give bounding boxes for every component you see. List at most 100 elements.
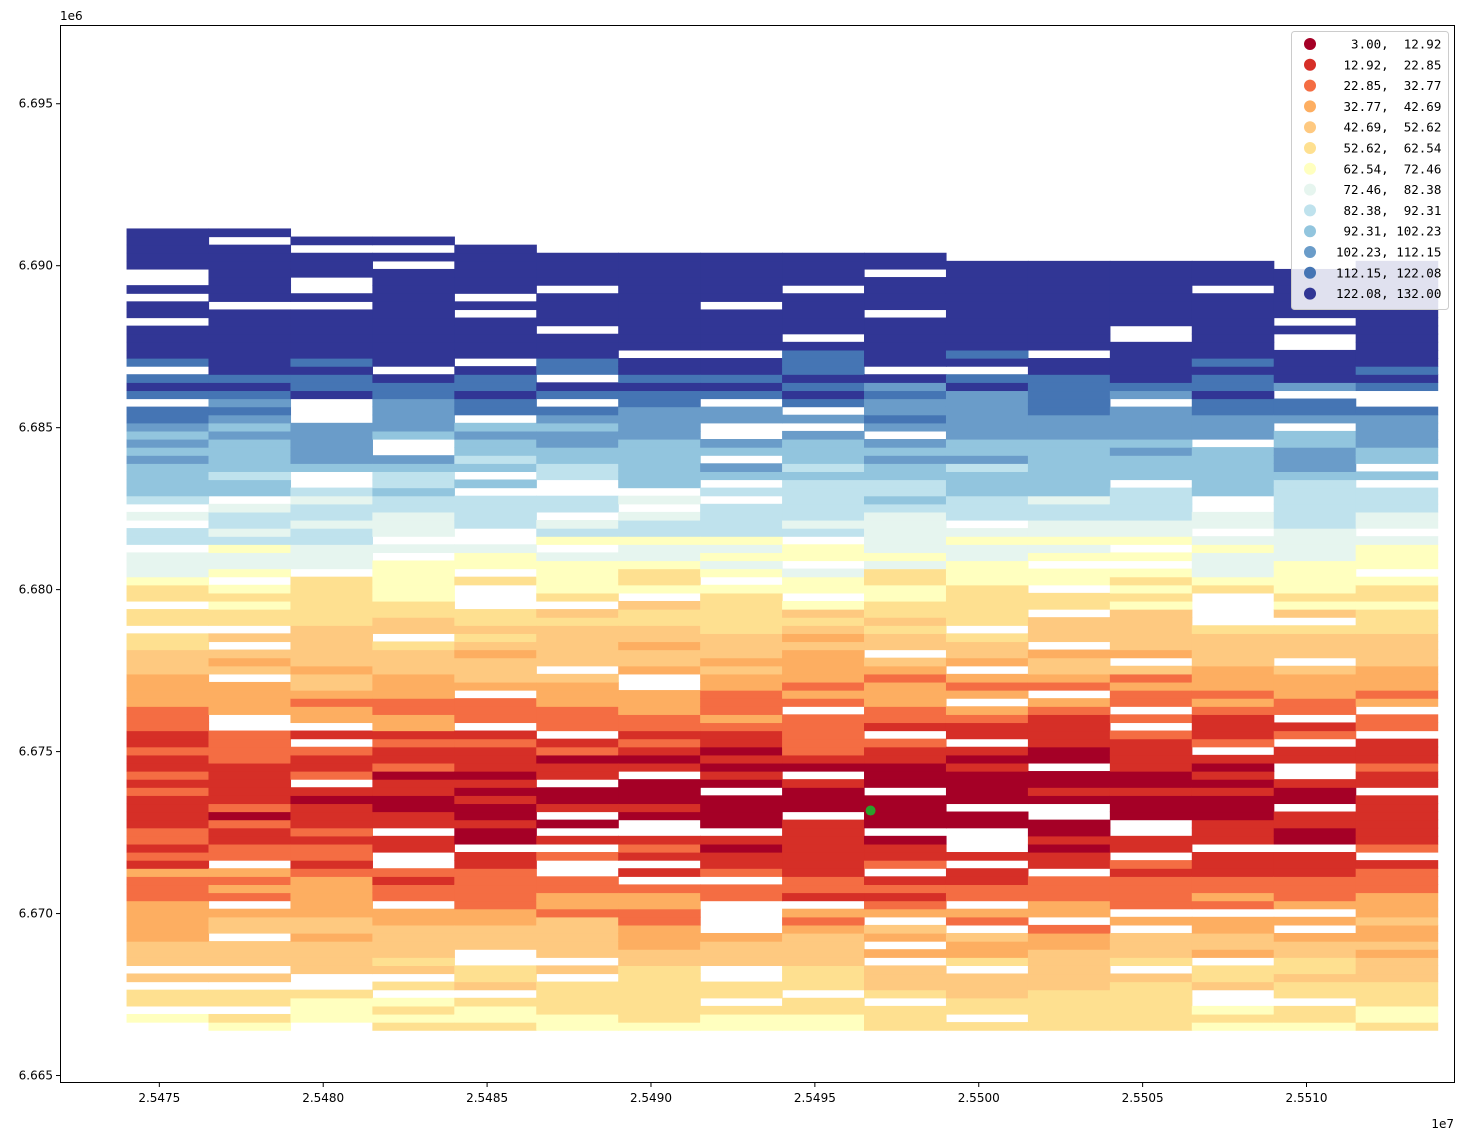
grid-cell [126, 511, 210, 521]
grid-cell [536, 941, 619, 950]
grid-cell [1191, 892, 1275, 902]
grid-cell [1191, 981, 1275, 991]
grid-cell [208, 341, 292, 351]
grid-cell [454, 924, 537, 934]
y-tick-label: 6.665 [19, 1069, 53, 1083]
grid-cell [782, 779, 865, 788]
grid-cell [782, 341, 865, 351]
grid-cell [1109, 981, 1193, 991]
grid-cell [372, 787, 455, 796]
grid-cell [126, 795, 210, 805]
grid-cell [1191, 730, 1275, 740]
legend-swatch [1304, 162, 1316, 175]
grid-cell [1191, 641, 1275, 651]
grid-cell [1191, 681, 1275, 691]
grid-cell [945, 641, 1029, 651]
grid-cell [618, 463, 701, 472]
grid-cell [700, 609, 783, 618]
grid-cell [945, 325, 1029, 335]
grid-cell [372, 325, 455, 335]
grid-cell [618, 439, 701, 448]
grid-cell [1191, 268, 1275, 278]
grid-cell [536, 657, 619, 667]
grid-cell [618, 665, 701, 675]
x-tick-label: 2.5510 [1286, 1091, 1328, 1105]
grid-cell [290, 584, 373, 594]
grid-cell [536, 989, 619, 999]
grid-cell [782, 973, 865, 983]
grid-cell [1109, 665, 1193, 675]
grid-cell [700, 649, 783, 659]
grid-cell [945, 1005, 1029, 1015]
grid-cell [1355, 989, 1439, 999]
grid-cell [864, 698, 947, 707]
grid-cell [1109, 916, 1193, 926]
grid-cell [372, 301, 455, 311]
grid-cell [782, 827, 865, 837]
grid-cell [864, 439, 947, 448]
grid-cell [126, 738, 210, 748]
grid-cell [126, 973, 210, 983]
grid-cell [1191, 949, 1275, 958]
grid-cell [945, 503, 1029, 513]
grid-cell [290, 949, 373, 958]
grid-cell [864, 989, 947, 999]
grid-cell [700, 382, 783, 392]
grid-cell [782, 908, 865, 918]
grid-cell [1027, 681, 1111, 691]
grid-cell [290, 641, 373, 651]
grid-cell [126, 908, 210, 918]
grid-cell [864, 560, 947, 570]
grid-cell [1109, 681, 1193, 691]
grid-cell [372, 997, 455, 1007]
grid-cell [1273, 358, 1357, 367]
grid-cell [1109, 519, 1193, 529]
grid-cell [372, 568, 455, 578]
grid-cell [1027, 390, 1111, 400]
grid-cell [1355, 455, 1439, 464]
grid-cell [700, 989, 783, 999]
grid-cell [454, 819, 537, 829]
grid-cell [618, 422, 701, 432]
grid-cell [208, 309, 292, 319]
grid-cell [1027, 1005, 1111, 1015]
grid-cell [618, 1005, 701, 1015]
grid-cell [1191, 398, 1275, 408]
grid-cell [1191, 633, 1275, 643]
grid-cell [536, 609, 619, 618]
grid-cell [454, 641, 537, 651]
grid-cell [290, 762, 373, 772]
grid-cell [290, 746, 373, 756]
grid-cell [618, 511, 701, 521]
grid-cell [945, 568, 1029, 578]
grid-cell [536, 430, 619, 440]
grid-cell [372, 819, 455, 829]
grid-cell [864, 277, 947, 286]
grid-cell [1273, 860, 1357, 869]
grid-cell [290, 495, 373, 505]
grid-cell [208, 633, 292, 643]
grid-cell [1191, 584, 1275, 594]
grid-cell [1273, 989, 1357, 999]
grid-cell [1109, 714, 1193, 724]
grid-cell [864, 503, 947, 513]
grid-cell [864, 924, 947, 934]
grid-cell [782, 762, 865, 772]
grid-cell [1273, 382, 1357, 392]
grid-cell [208, 349, 292, 359]
grid-cell [126, 285, 210, 294]
grid-cell [1027, 706, 1111, 715]
grid-cell [126, 787, 210, 796]
grid-cell [1027, 819, 1111, 829]
grid-cell [372, 511, 455, 521]
grid-cell [945, 584, 1029, 594]
grid-cell [1355, 771, 1439, 780]
grid-cell [1273, 690, 1357, 699]
grid-cell [782, 981, 865, 991]
grid-cell [864, 892, 947, 902]
grid-cell [1273, 309, 1357, 319]
grid-cell [454, 916, 537, 926]
grid-cell [1109, 690, 1193, 699]
grid-cell [1027, 568, 1111, 578]
grid-cell [700, 795, 783, 805]
